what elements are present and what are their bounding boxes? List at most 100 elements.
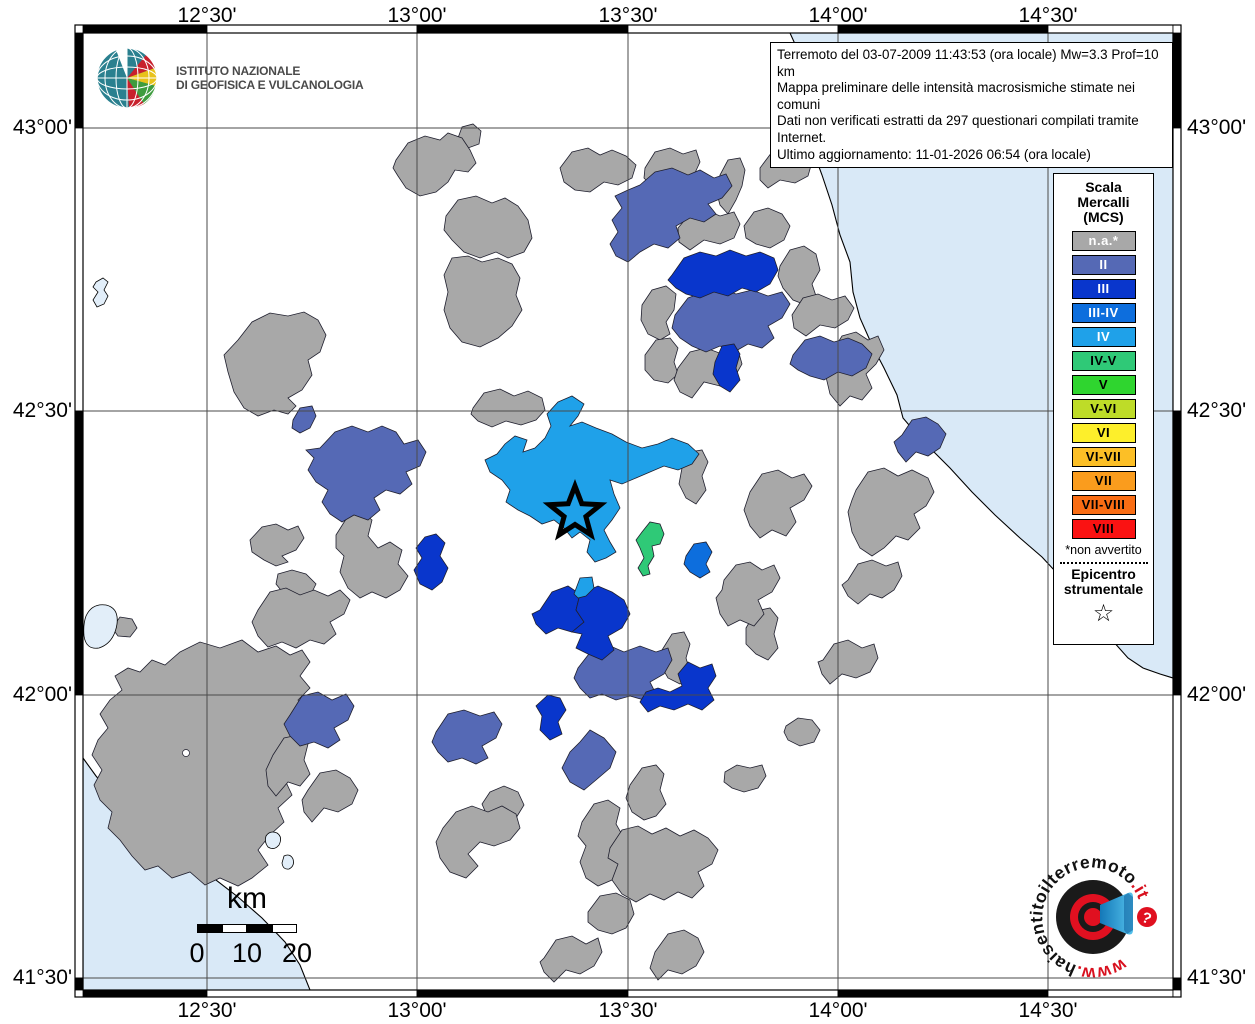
- legend-item-V-VI: V-VI: [1071, 399, 1136, 419]
- map-frame: [74, 24, 1182, 998]
- map-region-na: [91, 639, 311, 887]
- map-region-IV: [484, 395, 700, 563]
- legend-epicenter-line1: Epicentro: [1071, 566, 1136, 582]
- axis-label-left: 42°30': [12, 399, 72, 422]
- map-region-III: [712, 343, 741, 393]
- map-region-II: [431, 709, 503, 765]
- lake: [281, 854, 294, 870]
- legend-item-na: n.a.*: [1071, 231, 1136, 251]
- ingv-logo-line2: DI GEOFISICA E VULCANOLOGIA: [176, 78, 364, 93]
- map-region-III: [667, 249, 779, 299]
- axis-label-top: 13°00': [387, 4, 447, 27]
- scale-tick-0: 0: [189, 938, 205, 968]
- legend-item-IV-V: IV-V: [1071, 351, 1136, 371]
- map-region-na: [223, 311, 327, 417]
- map-region-na: [649, 929, 705, 981]
- axis-label-top: 13°30': [598, 4, 658, 27]
- lake: [83, 604, 118, 649]
- map-region-IV: [573, 576, 595, 599]
- map-region-III: [535, 694, 567, 741]
- map-region-na: [392, 132, 477, 197]
- map-region-III: [571, 585, 631, 661]
- lake: [92, 277, 109, 308]
- map-region-na: [249, 523, 305, 567]
- map-region-II: [305, 425, 427, 523]
- axis-label-top: 12°30': [177, 4, 237, 27]
- earthquake-info-box: Terremoto del 03-07-2009 11:43:53 (ora l…: [770, 42, 1173, 169]
- axis-label-right: 43°00': [1187, 116, 1247, 139]
- info-line-event: Terremoto del 03-07-2009 11:43:53 (ora l…: [777, 47, 1159, 79]
- epicenter-star-marker: [542, 479, 608, 541]
- lake: [264, 831, 281, 849]
- axis-label-top: 14°00': [808, 4, 868, 27]
- legend-title-line1: Scala: [1085, 179, 1122, 195]
- map-region-na: [723, 764, 767, 793]
- legend-item-VII: VII: [1071, 471, 1136, 491]
- legend-title-line3: (MCS): [1083, 209, 1124, 225]
- map-region-III-IV: [683, 541, 713, 579]
- legend-footnote: *non avvertito: [1065, 543, 1142, 557]
- axis-label-bottom: 13°30': [598, 999, 658, 1022]
- legend-title: Scala Mercalli (MCS): [1054, 174, 1153, 225]
- map-region-II: [789, 335, 873, 381]
- map-region-II: [671, 287, 791, 353]
- map-region-na: [644, 337, 679, 384]
- scale-segment: [197, 924, 222, 933]
- map-region-na: [111, 616, 138, 638]
- map-region-na: [743, 469, 813, 539]
- map-region-na: [847, 467, 935, 557]
- legend-item-III: III: [1071, 279, 1136, 299]
- legend-item-VII-VIII: VII-VIII: [1071, 495, 1136, 515]
- ingv-globe-icon: [96, 47, 158, 109]
- legend-item-IV: IV: [1071, 327, 1136, 347]
- map-region-na: [539, 935, 603, 983]
- map-region-II: [609, 167, 733, 263]
- axis-label-top: 14°30': [1018, 4, 1078, 27]
- scale-tick-10: 10: [231, 938, 263, 968]
- map-region-na: [335, 511, 409, 599]
- legend-item-VIII: VIII: [1071, 519, 1136, 539]
- map-region-na: [817, 639, 879, 685]
- map-region-na: [640, 285, 677, 341]
- map-region-na: [841, 559, 903, 605]
- map-region-na: [559, 147, 637, 193]
- intensity-legend: Scala Mercalli (MCS) n.a.* II III III-IV IV I…: [1053, 173, 1154, 645]
- info-line-map-type: Mappa preliminare delle intensità macros…: [777, 80, 1135, 112]
- ingv-logo-line1: ISTITUTO NAZIONALE: [176, 64, 301, 78]
- axis-label-bottom: 13°00': [387, 999, 447, 1022]
- legend-epicenter-title: Epicentro strumentale: [1054, 567, 1153, 597]
- map-region-IV-V: [635, 521, 665, 577]
- epicenter-star-icon: ☆: [1092, 599, 1115, 627]
- map-region-II: [893, 416, 947, 463]
- map-region-na: [743, 207, 791, 249]
- info-line-questionnaires: Dati non verificati estratti da 297 ques…: [777, 113, 1139, 146]
- axis-label-left: 43°00': [12, 116, 72, 139]
- map-layer: [83, 33, 1173, 990]
- legend-item-list: n.a.* II III III-IV IV IV-V V V-VI VI VI-VII VII VI…: [1054, 231, 1153, 539]
- scale-segment: [247, 924, 272, 933]
- legend-item-III-IV: III-IV: [1071, 303, 1136, 323]
- axis-label-right: 41°30': [1187, 966, 1247, 989]
- map-region-na: [607, 825, 719, 903]
- axis-label-left: 42°00': [12, 683, 72, 706]
- scale-segment: [222, 924, 247, 933]
- axis-label-bottom: 12°30': [177, 999, 237, 1022]
- enclave: [182, 749, 190, 757]
- map-region-na: [443, 255, 523, 348]
- map-scale-bar: km 0 10 20: [185, 882, 375, 982]
- map-region-na: [301, 769, 359, 823]
- legend-divider: [1059, 562, 1148, 564]
- map-region-na: [783, 717, 821, 747]
- legend-item-VI: VI: [1071, 423, 1136, 443]
- map-region-III: [413, 533, 449, 591]
- map-region-na: [435, 805, 521, 879]
- axis-label-bottom: 14°00': [808, 999, 868, 1022]
- legend-item-V: V: [1071, 375, 1136, 395]
- scale-bar-unit-label: km: [227, 882, 267, 915]
- map-region-na: [715, 561, 781, 627]
- map-region-na: [791, 293, 855, 337]
- map-region-III: [639, 661, 717, 713]
- legend-epicenter-line2: strumentale: [1063, 581, 1144, 597]
- axis-label-bottom: 14°30': [1018, 999, 1078, 1022]
